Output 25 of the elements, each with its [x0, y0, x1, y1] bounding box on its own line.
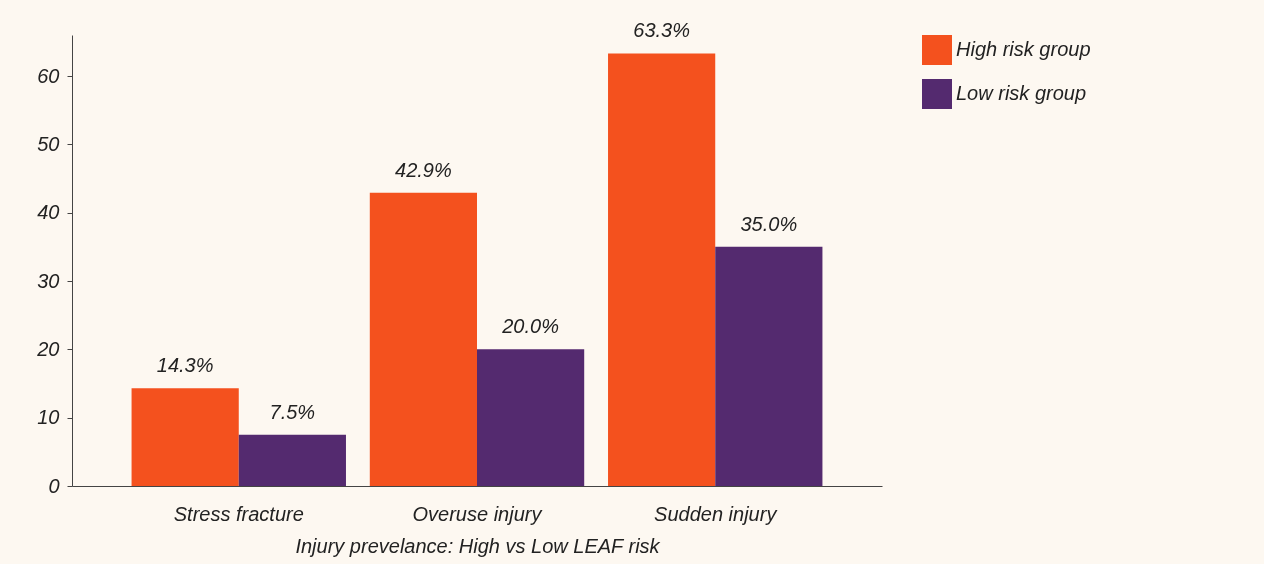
x-axis-title: Injury prevelance: High vs Low LEAF risk: [295, 534, 661, 557]
bar: [238, 434, 346, 486]
data-label: 42.9%: [395, 158, 452, 181]
x-tick-label: Stress fracture: [173, 502, 304, 525]
bar: [608, 53, 716, 486]
data-label: 35.0%: [740, 212, 798, 235]
bar: [369, 192, 477, 486]
y-tick-label: 60: [37, 64, 60, 87]
data-label: 20.0%: [501, 315, 559, 338]
bar: [131, 388, 239, 486]
y-tick-label: 0: [48, 474, 60, 497]
data-label: 63.3%: [633, 19, 690, 42]
x-tick-label: Overuse injury: [412, 502, 543, 525]
y-tick-label: 40: [37, 201, 60, 224]
data-label: 7.5%: [269, 400, 316, 423]
bar: [477, 349, 585, 486]
y-tick-label: 30: [37, 269, 60, 292]
data-label: 14.3%: [156, 354, 214, 377]
bar: [715, 246, 823, 486]
x-tick-label: Sudden injury: [654, 502, 778, 525]
y-tick-label: 50: [37, 132, 60, 155]
y-tick-label: 10: [37, 406, 60, 429]
legend-label: Low risk group: [956, 82, 1087, 104]
legend-label: High risk group: [956, 38, 1091, 60]
y-tick-label: 20: [36, 337, 60, 360]
